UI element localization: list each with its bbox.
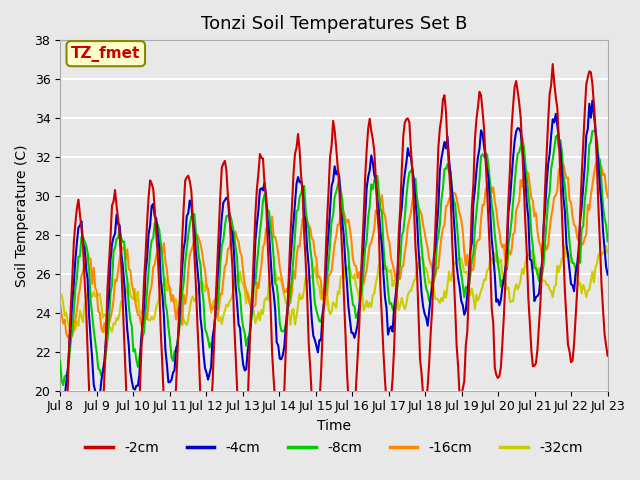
Title: Tonzi Soil Temperatures Set B: Tonzi Soil Temperatures Set B [201,15,467,33]
Y-axis label: Soil Temperature (C): Soil Temperature (C) [15,144,29,287]
Text: TZ_fmet: TZ_fmet [71,46,140,61]
Legend: -2cm, -4cm, -8cm, -16cm, -32cm: -2cm, -4cm, -8cm, -16cm, -32cm [80,436,588,461]
X-axis label: Time: Time [317,419,351,433]
